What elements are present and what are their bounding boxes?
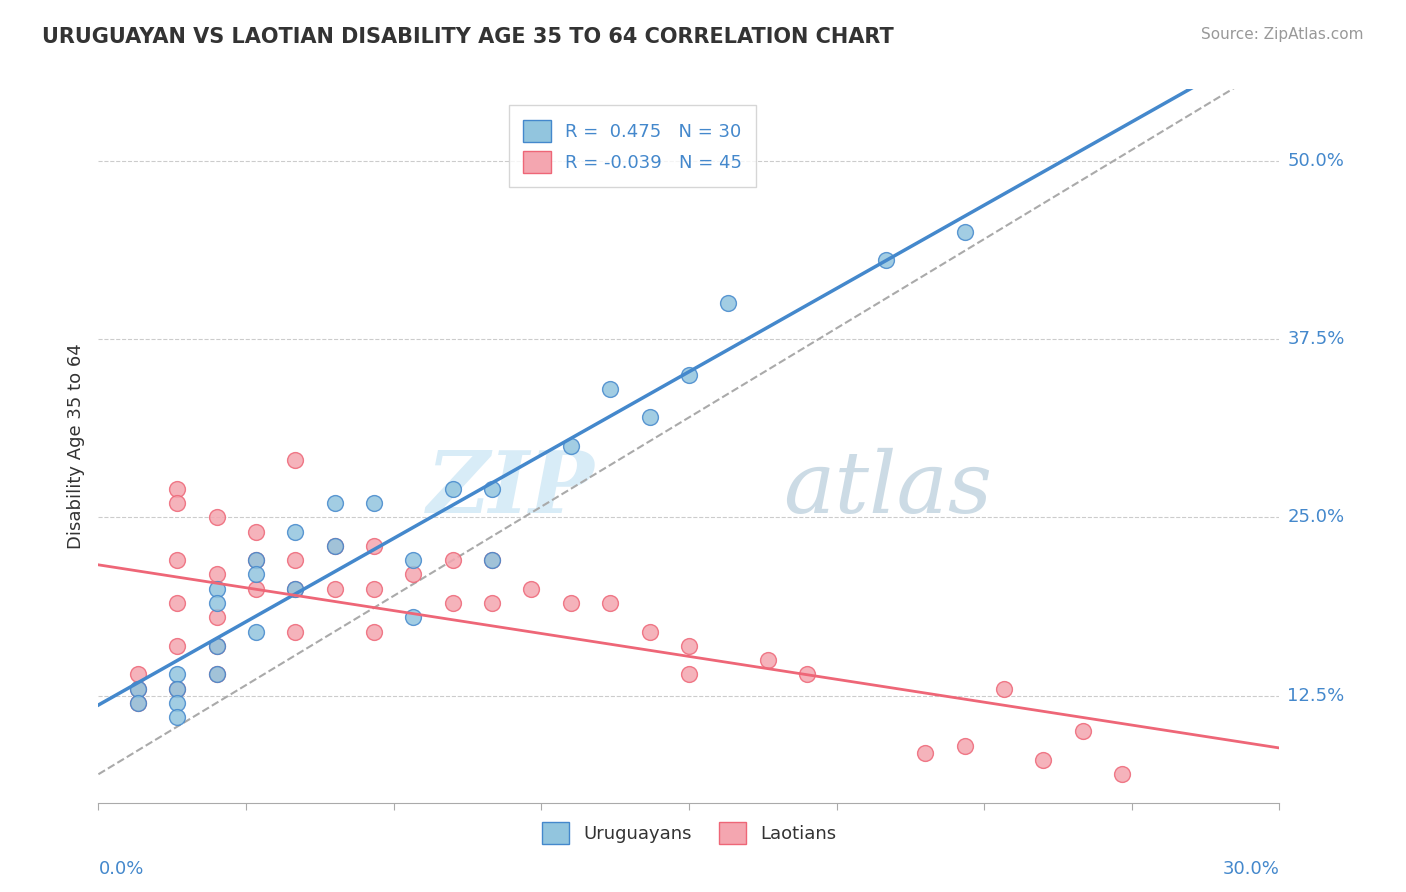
Point	[245, 553, 267, 567]
Text: 30.0%: 30.0%	[1223, 860, 1279, 878]
Point	[205, 582, 228, 596]
Text: URUGUAYAN VS LAOTIAN DISABILITY AGE 35 TO 64 CORRELATION CHART: URUGUAYAN VS LAOTIAN DISABILITY AGE 35 T…	[42, 27, 894, 46]
Point	[245, 624, 267, 639]
Point	[205, 610, 228, 624]
Text: Source: ZipAtlas.com: Source: ZipAtlas.com	[1201, 27, 1364, 42]
Point	[323, 539, 346, 553]
Point	[402, 553, 425, 567]
Point	[205, 667, 228, 681]
Point	[1071, 724, 1094, 739]
Text: 25.0%: 25.0%	[1288, 508, 1344, 526]
Point	[875, 253, 897, 268]
Point	[205, 667, 228, 681]
Text: 37.5%: 37.5%	[1288, 330, 1344, 348]
Point	[953, 225, 976, 239]
Point	[363, 539, 385, 553]
Legend: Uruguayans, Laotians: Uruguayans, Laotians	[534, 814, 844, 851]
Point	[166, 667, 188, 681]
Point	[402, 610, 425, 624]
Point	[560, 596, 582, 610]
Y-axis label: Disability Age 35 to 64: Disability Age 35 to 64	[66, 343, 84, 549]
Point	[245, 582, 267, 596]
Point	[717, 296, 740, 310]
Point	[166, 596, 188, 610]
Point	[284, 582, 307, 596]
Point	[1111, 767, 1133, 781]
Text: 12.5%: 12.5%	[1288, 687, 1344, 705]
Point	[441, 553, 464, 567]
Point	[599, 596, 621, 610]
Point	[560, 439, 582, 453]
Point	[678, 368, 700, 382]
Text: atlas: atlas	[783, 448, 993, 530]
Point	[638, 410, 661, 425]
Point	[205, 639, 228, 653]
Point	[953, 739, 976, 753]
Point	[441, 596, 464, 610]
Point	[245, 524, 267, 539]
Point	[914, 746, 936, 760]
Point	[323, 539, 346, 553]
Point	[284, 582, 307, 596]
Point	[284, 453, 307, 467]
Point	[127, 667, 149, 681]
Point	[166, 496, 188, 510]
Point	[678, 667, 700, 681]
Point	[599, 382, 621, 396]
Point	[166, 681, 188, 696]
Point	[323, 496, 346, 510]
Point	[245, 553, 267, 567]
Point	[756, 653, 779, 667]
Point	[205, 510, 228, 524]
Point	[481, 596, 503, 610]
Point	[481, 553, 503, 567]
Point	[205, 567, 228, 582]
Point	[166, 710, 188, 724]
Point	[796, 667, 818, 681]
Point	[166, 681, 188, 696]
Point	[127, 696, 149, 710]
Point	[166, 696, 188, 710]
Point	[284, 624, 307, 639]
Point	[363, 624, 385, 639]
Point	[363, 496, 385, 510]
Point	[127, 681, 149, 696]
Point	[205, 639, 228, 653]
Point	[284, 524, 307, 539]
Text: ZIP: ZIP	[426, 447, 595, 531]
Point	[166, 482, 188, 496]
Point	[402, 567, 425, 582]
Text: 0.0%: 0.0%	[98, 860, 143, 878]
Point	[520, 582, 543, 596]
Point	[166, 553, 188, 567]
Point	[638, 624, 661, 639]
Point	[166, 639, 188, 653]
Point	[481, 482, 503, 496]
Point	[481, 553, 503, 567]
Point	[363, 582, 385, 596]
Point	[284, 553, 307, 567]
Point	[205, 596, 228, 610]
Text: 50.0%: 50.0%	[1288, 152, 1344, 169]
Point	[245, 567, 267, 582]
Point	[1032, 753, 1054, 767]
Point	[441, 482, 464, 496]
Point	[127, 681, 149, 696]
Point	[127, 696, 149, 710]
Point	[993, 681, 1015, 696]
Point	[323, 582, 346, 596]
Point	[678, 639, 700, 653]
